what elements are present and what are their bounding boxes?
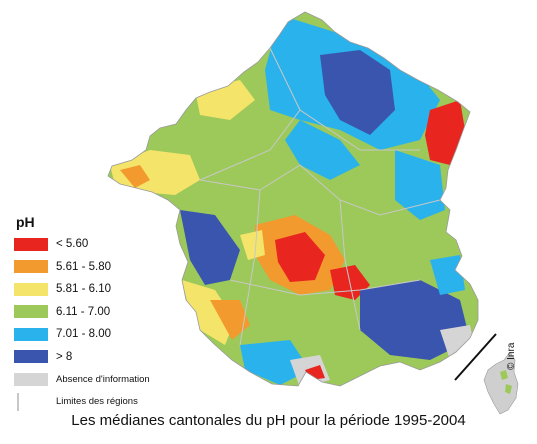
- legend-swatch: [14, 350, 48, 364]
- legend-swatch: [14, 237, 48, 251]
- legend-swatch: [14, 305, 48, 319]
- legend-label: < 5.60: [56, 238, 89, 251]
- legend-swatch: [14, 260, 48, 274]
- corsica-inset: [483, 351, 519, 415]
- legend-line-swatch: [14, 393, 48, 412]
- legend-item: Absence d'information: [14, 368, 204, 391]
- legend-item: 7.01 - 8.00: [14, 323, 204, 346]
- legend-label: > 8: [56, 350, 73, 363]
- legend-swatch: [14, 282, 48, 296]
- legend-item: > 8: [14, 346, 204, 369]
- inset-separator: [454, 333, 497, 381]
- legend-item: 6.11 - 7.00: [14, 301, 204, 324]
- france-outline: [107, 11, 479, 387]
- map-caption: Les médianes cantonales du pH pour la pé…: [71, 412, 466, 429]
- legend-label: 7.01 - 8.00: [56, 328, 111, 341]
- legend-item: 5.61 - 5.80: [14, 256, 204, 279]
- legend-label: Limites des régions: [56, 396, 138, 408]
- legend-item: < 5.60: [14, 233, 204, 256]
- legend-item: 5.81 - 6.10: [14, 278, 204, 301]
- legend-item: Limites des régions: [14, 391, 204, 414]
- map-legend: pH < 5.60 5.61 - 5.80 5.81 - 6.10 6.11 - 7.…: [14, 214, 204, 413]
- legend-label: Absence d'information: [56, 373, 150, 385]
- legend-label: 5.61 - 5.80: [56, 260, 111, 273]
- legend-swatch: [14, 327, 48, 341]
- legend-title: pH: [16, 214, 35, 230]
- legend-label: 6.11 - 7.00: [56, 305, 111, 318]
- copyright-notice: © Inra: [506, 342, 517, 370]
- legend-swatch: [14, 372, 48, 386]
- legend-label: 5.81 - 6.10: [56, 283, 111, 296]
- legend-items: < 5.60 5.61 - 5.80 5.81 - 6.10 6.11 - 7.00 7…: [14, 233, 204, 413]
